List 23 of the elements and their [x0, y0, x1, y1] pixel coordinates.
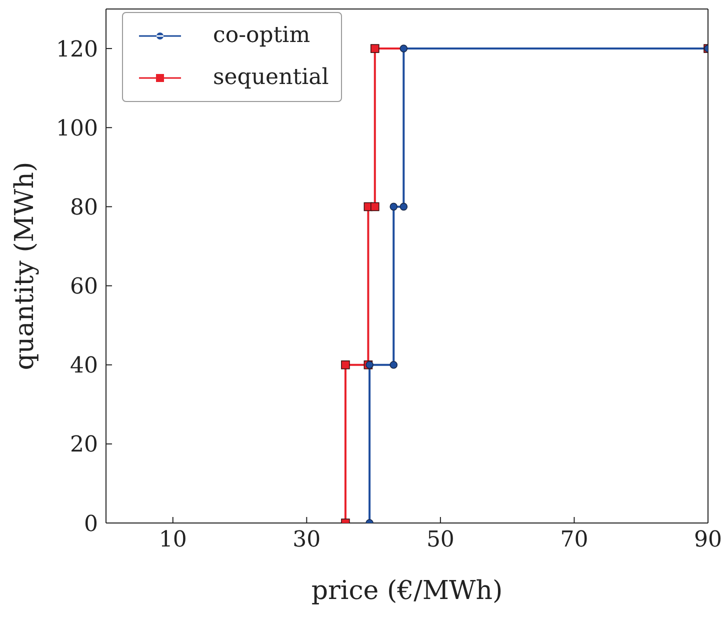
x-tick-label: 30 [292, 528, 321, 553]
y-tick-label: 20 [70, 432, 98, 458]
x-tick-label: 10 [158, 528, 187, 553]
y-tick-label: 60 [70, 274, 98, 300]
y-tick-label: 120 [56, 37, 98, 62]
point [341, 360, 350, 370]
y-tick-label: 100 [56, 116, 98, 142]
x-tick-label: 70 [560, 528, 588, 553]
point [400, 202, 408, 211]
point [370, 202, 380, 212]
point [400, 44, 408, 52]
point [370, 44, 380, 53]
y-axis-title: quantity (MWh) [10, 162, 40, 370]
x-tick-label: 50 [426, 528, 454, 553]
legend-label: sequential [213, 64, 329, 92]
x-axis-title: price (€/MWh) [311, 576, 503, 606]
legend-label: co-optim [213, 22, 310, 50]
y-tick-label: 40 [70, 354, 98, 379]
x-tick-label: 90 [694, 528, 722, 553]
y-tick-label: 0 [84, 512, 98, 537]
point [390, 202, 398, 211]
point [390, 360, 398, 369]
y-tick-label: 80 [70, 196, 98, 220]
